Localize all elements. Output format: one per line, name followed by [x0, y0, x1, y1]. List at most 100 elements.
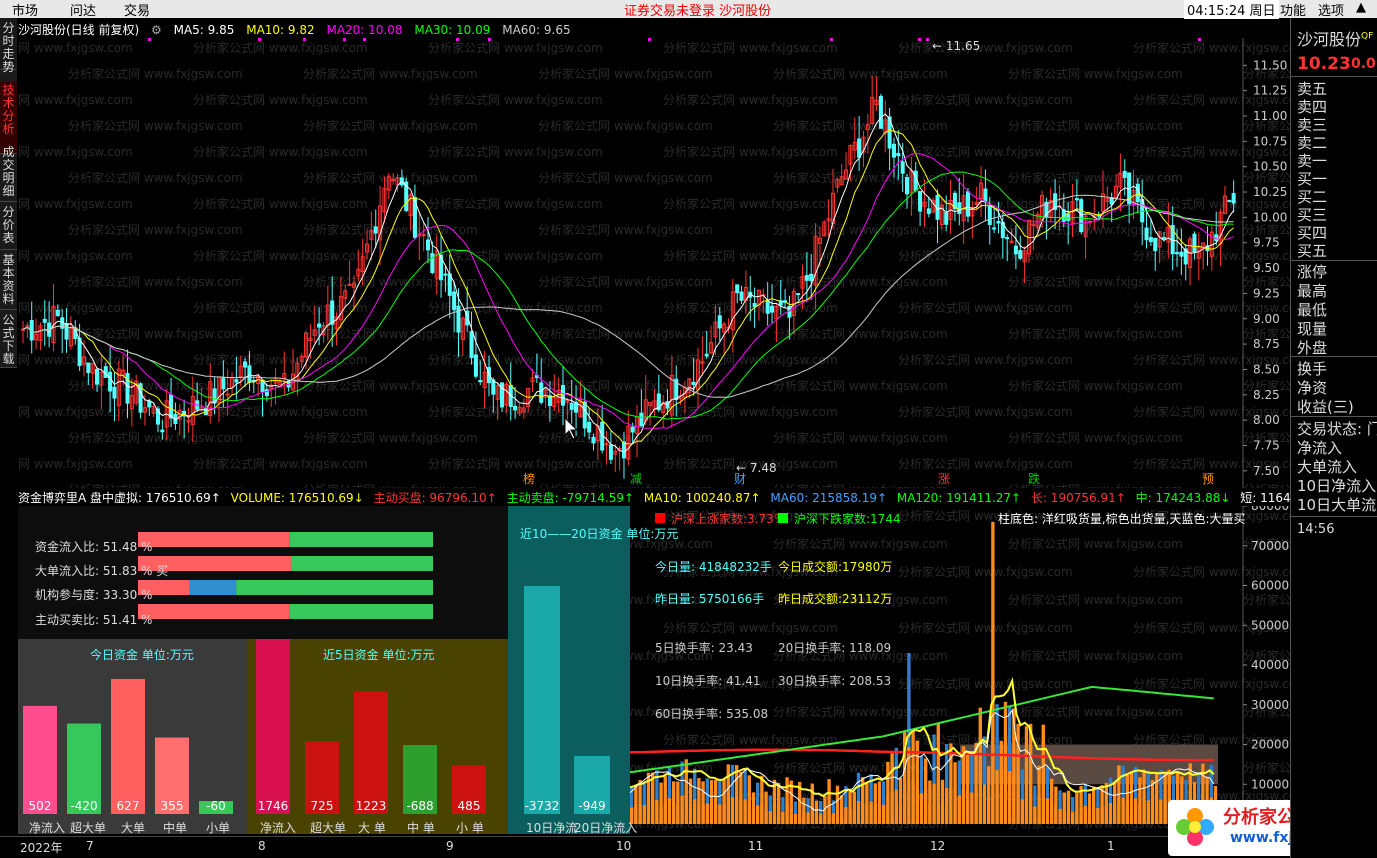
watermark-text: 分析家公式网 www.fxjgsw.com [1243, 536, 1290, 551]
tab-tech-analysis[interactable]: 技术分析 [0, 82, 17, 154]
menu-trade[interactable]: 交易 [124, 4, 151, 19]
candle-body [1040, 195, 1045, 221]
volume-bar-lower [802, 812, 806, 824]
volume-bar [987, 766, 991, 824]
event-mark: 财 [734, 472, 746, 486]
divider [1291, 76, 1377, 77]
indicator-name[interactable]: 资金博弈里A 盘中虚拟: 176510.69↑ [18, 491, 221, 505]
watermark-text: 分析家公式网 www.fxjgsw.com [1008, 482, 1183, 488]
candlestick-chart[interactable]: 分析家公式网 www.fxjgsw.com 分析家公式网 www.fxjgsw.c… [18, 38, 1290, 488]
menu-options[interactable]: 选项 [1318, 4, 1345, 19]
volume-bar-lower [936, 778, 940, 824]
orderbook-label: 买一 [1297, 170, 1328, 188]
tab-formula-download[interactable]: 公式下载 [0, 312, 17, 368]
tab-time-share[interactable]: 分时走势 [0, 20, 17, 74]
volume-bar-lower [663, 802, 667, 824]
volume-bar [831, 800, 835, 824]
candle-body [1175, 252, 1180, 255]
menu-more-icon[interactable]: ▲ [1356, 0, 1366, 15]
volume-bar-lower [961, 789, 966, 824]
candle-body [134, 380, 139, 404]
chart-title[interactable]: 沙河股份(日线 前复权) [18, 23, 140, 37]
fund-bar [67, 723, 101, 814]
watermark-text: 分析家公式网 www.fxjgsw.com [773, 326, 948, 341]
misc-label: 收益(三) [1297, 398, 1354, 416]
watermark-text: 分析家公式网 www.fxjgsw.com [18, 248, 133, 263]
ratio-bar-red [138, 556, 291, 571]
candle-body [552, 397, 557, 408]
misc-label: 净资 [1297, 379, 1328, 397]
volume-bar-lower [831, 813, 835, 824]
menu-wenda[interactable]: 问达 [70, 4, 97, 19]
volume-bar [907, 653, 911, 824]
candle-body [338, 296, 343, 321]
current-price: 10.23 [1297, 54, 1351, 74]
candle-body [1070, 201, 1075, 224]
candle-body [887, 116, 892, 149]
watermark-text: 分析家公式网 www.fxjgsw.com [193, 196, 368, 211]
orderbook-label: 卖二 [1297, 134, 1328, 152]
volume-bar [882, 781, 886, 824]
tab-basic-info[interactable]: 基本资料 [0, 252, 17, 310]
candle-body [1009, 240, 1014, 244]
tab-price-table[interactable]: 分价表 [0, 204, 17, 250]
price-tick-label: 9.00 [1253, 312, 1280, 326]
candle-body [491, 379, 496, 395]
volume-bar-lower [991, 688, 995, 824]
candle-body [504, 383, 509, 406]
volume-bar-lower [1092, 807, 1096, 824]
volume-bar-lower [819, 813, 823, 824]
signal-dot [488, 38, 491, 41]
watermark-text: 分析家公式网 www.fxjgsw.com [428, 144, 603, 159]
volume-bar [1071, 797, 1075, 824]
price-tick-label: 11.25 [1253, 84, 1287, 98]
candle-body [704, 353, 709, 357]
high-price-label: ← 11.65 [932, 39, 980, 53]
candle-body [373, 226, 378, 234]
stat-text: 昨日量: 5750166手 [655, 592, 765, 606]
volume-bar-lower [1058, 808, 1062, 824]
watermark-text: 分析家公式网 www.fxjgsw.com [1133, 92, 1290, 107]
watermark-text: 分析家公式网 www.fxjgsw.com [303, 66, 478, 81]
candle-body [983, 188, 988, 202]
stat-text: 5日换手率: 23.43 [655, 641, 753, 655]
candle-body [186, 419, 191, 423]
candle-body [99, 371, 104, 386]
candle-body [20, 328, 26, 331]
candle-body [243, 361, 248, 368]
watermark-text: 分析家公式网 www.fxjgsw.com [1008, 704, 1183, 719]
signal-dot [1198, 38, 1201, 41]
watermark-text: 分析家公式网 www.fxjgsw.com [1008, 222, 1183, 237]
volume-bar-lower [915, 786, 919, 824]
ratio-bar-green [290, 556, 433, 571]
watermark-text: 分析家公式网 www.fxjgsw.com [1133, 564, 1290, 579]
volume-bar [1062, 792, 1066, 824]
candle-body [900, 161, 905, 174]
volume-bar [676, 781, 680, 824]
watermark-text: 分析家公式网 www.fxjgsw.com [1133, 456, 1290, 471]
today-funds-title: 今日资金 单位:万元 [90, 648, 194, 662]
bar-name: 小 单 [456, 821, 484, 835]
candle-body [604, 443, 609, 446]
price-tick-label: 9.50 [1253, 261, 1280, 275]
bar-name: 20日净流入 [574, 821, 638, 835]
watermark-text: 分析家公式网 www.fxjgsw.com [898, 300, 1073, 315]
watermark-text: 分析家公式网 www.fxjgsw.com [18, 456, 133, 471]
ratio-bar-green [236, 580, 433, 595]
tab-trade-detail[interactable]: 成交明细 [0, 144, 17, 202]
volume-bar [1155, 772, 1159, 824]
volume-bar [722, 779, 726, 824]
settings-icon[interactable]: ⚙ [151, 23, 162, 37]
volume-bar [1087, 793, 1092, 824]
volume-bar-lower [1134, 798, 1138, 824]
candle-body [739, 291, 744, 301]
candle-body [412, 196, 417, 238]
menu-functions[interactable]: 功能 [1280, 4, 1307, 19]
menu-market[interactable]: 市场 [12, 4, 39, 19]
indicator-panel[interactable]: 分析家公式网 www.fxjgsw.com 分析家公式网 www.fxjgsw.c… [18, 506, 1290, 834]
bar-name: 超大单 [70, 821, 107, 835]
candle-body [1192, 233, 1197, 253]
volume-bar-lower [714, 804, 718, 824]
volume-bar-lower [676, 804, 680, 824]
volume-bar [1029, 723, 1033, 824]
